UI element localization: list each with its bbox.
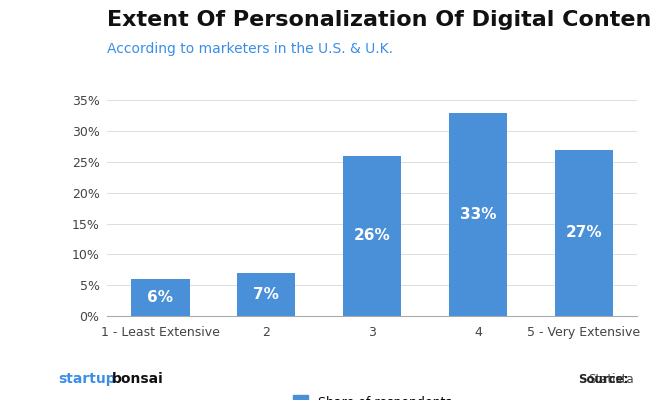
Text: According to marketers in the U.S. & U.K.: According to marketers in the U.S. & U.K… [107, 42, 393, 56]
Text: Statista: Statista [588, 373, 634, 386]
Text: startup: startup [58, 372, 116, 386]
Text: 33%: 33% [460, 207, 496, 222]
Legend: Share of respondents: Share of respondents [292, 395, 452, 400]
Text: 27%: 27% [566, 225, 602, 240]
Text: 7%: 7% [254, 287, 280, 302]
Bar [343, 156, 401, 316]
Bar [237, 273, 295, 316]
Text: 6%: 6% [148, 290, 174, 305]
Text: Source:: Source: [0, 399, 1, 400]
Text: 26%: 26% [354, 228, 391, 243]
Bar [449, 113, 507, 316]
Bar [554, 150, 613, 316]
Text: bonsai: bonsai [112, 372, 164, 386]
Text: Statista: Statista [0, 399, 1, 400]
Bar [131, 279, 190, 316]
Text: Extent Of Personalization Of Digital Content: Extent Of Personalization Of Digital Con… [107, 10, 650, 30]
Text: Source:: Source: [578, 373, 629, 386]
